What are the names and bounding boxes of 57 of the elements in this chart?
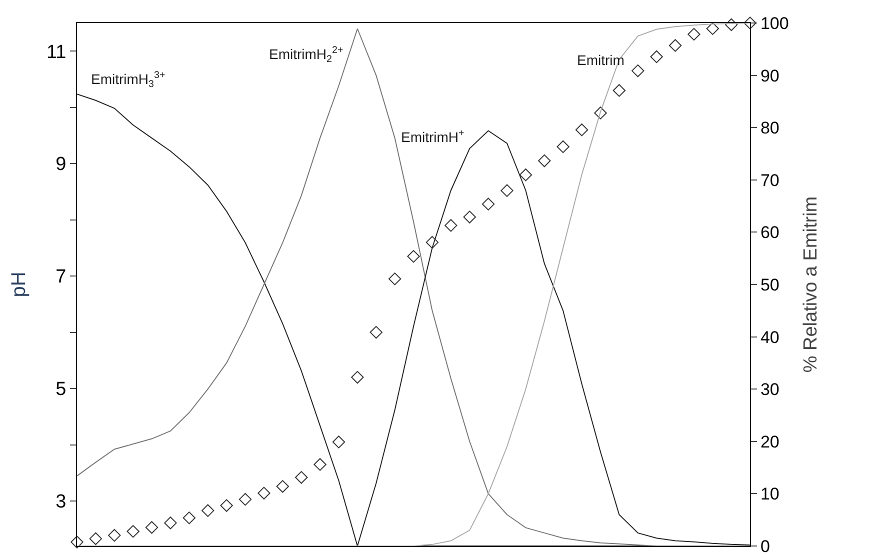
- y2-tick-label: 50: [760, 275, 780, 294]
- point: [89, 532, 102, 546]
- point: [538, 154, 551, 168]
- point: [407, 250, 420, 263]
- point: [632, 64, 644, 78]
- point: [126, 525, 140, 538]
- point: [444, 219, 458, 232]
- y-tick-label: 9: [56, 154, 66, 176]
- point: [332, 436, 346, 448]
- point: [594, 106, 607, 120]
- y2-tick-label: 30: [760, 380, 780, 400]
- point: [258, 486, 270, 500]
- point: [706, 22, 719, 35]
- point: [202, 504, 214, 517]
- point: [575, 124, 588, 136]
- point: [744, 16, 756, 30]
- y2-tick-label: 20: [760, 432, 780, 452]
- y2-tick-label: 100: [760, 14, 789, 33]
- point: [556, 140, 570, 154]
- y2-tick-label: 10: [760, 484, 780, 504]
- point: [314, 458, 326, 471]
- point: [145, 521, 158, 534]
- point: [164, 516, 177, 530]
- point: [612, 84, 626, 97]
- series-label: Emitrim: [577, 52, 624, 68]
- y2-tick-label: 60: [760, 223, 780, 242]
- point: [388, 272, 402, 286]
- y2-tick-label: 80: [760, 118, 780, 138]
- point: [276, 480, 289, 493]
- point: [688, 28, 700, 41]
- point: [519, 168, 532, 182]
- series-label: EmitrimH$^{+}$: [401, 128, 465, 145]
- point: [500, 184, 514, 197]
- point: [482, 198, 495, 210]
- point: [351, 370, 364, 384]
- y-tick-label: 5: [56, 379, 66, 400]
- point: [370, 326, 382, 339]
- y-tick-label: 7: [56, 266, 66, 288]
- point: [650, 50, 663, 64]
- point: [220, 499, 233, 512]
- y-axis-title: pH: [8, 272, 30, 298]
- point: [238, 492, 252, 506]
- point: [182, 512, 196, 524]
- y2-tick-label: 70: [760, 170, 780, 190]
- y2-tick-label: 40: [760, 328, 780, 347]
- point: [463, 210, 476, 224]
- point: [295, 471, 308, 484]
- point: [668, 39, 682, 52]
- y2-tick-label: 0: [760, 536, 770, 556]
- point: [70, 536, 84, 548]
- y2-tick-label: 90: [760, 66, 780, 86]
- point: [724, 18, 738, 32]
- point: [426, 236, 439, 249]
- y-tick-label: 11: [46, 42, 66, 63]
- y2-axis-title: % Relativo a Emitrim: [800, 196, 822, 373]
- y-tick-label: 3: [56, 492, 66, 513]
- point: [108, 528, 121, 542]
